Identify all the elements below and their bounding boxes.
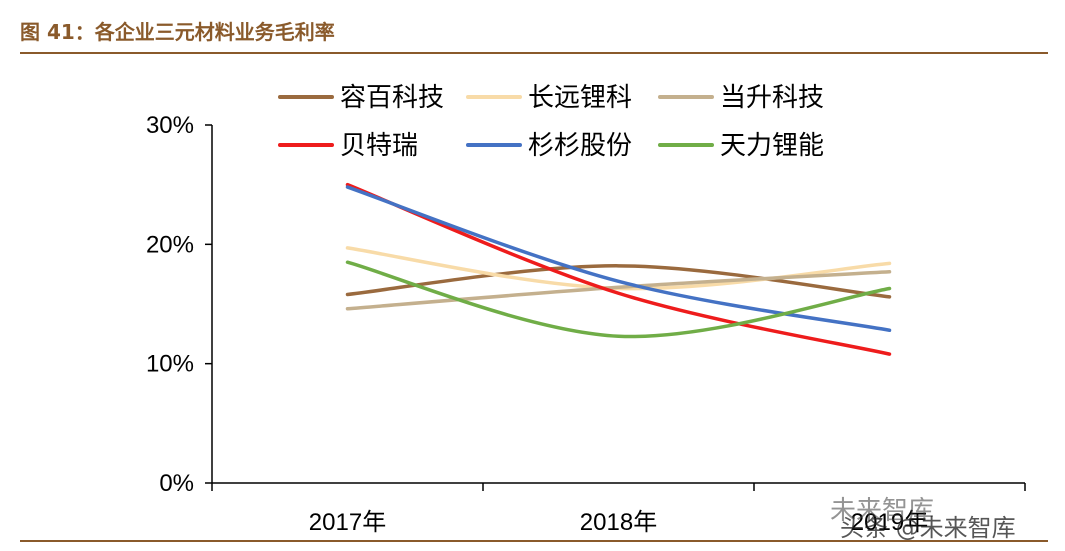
- bottom-divider: [20, 540, 1048, 542]
- legend-label: 当升科技: [720, 83, 824, 113]
- x-tick-label: 2018年: [580, 509, 657, 536]
- watermark-logo-text: 未来智库: [830, 496, 935, 526]
- title-divider: [20, 52, 1048, 54]
- series-line: [345, 270, 892, 311]
- y-tick-label: 20%: [146, 231, 194, 258]
- legend-label: 长远锂科: [528, 83, 632, 113]
- legend-label: 天力锂能: [720, 131, 824, 161]
- series-line: [345, 182, 892, 356]
- y-tick-label: 10%: [146, 351, 194, 378]
- chart-axes: 0% 10% 20% 30% 2017年 2018年 2019年: [146, 112, 1026, 536]
- y-tick-label: 0%: [159, 470, 194, 497]
- legend-label: 容百科技: [340, 83, 444, 113]
- x-tick-label: 2017年: [309, 509, 386, 536]
- figure-title: 图 41：各企业三元材料业务毛利率: [20, 20, 335, 44]
- series-lines: [345, 182, 892, 356]
- watermark-attribution: 头条 @未来智库: [840, 514, 1016, 542]
- series-line: [345, 185, 892, 333]
- series-line: [345, 260, 892, 339]
- y-tick-label: 30%: [146, 112, 194, 139]
- x-tick-label: 2019年: [851, 509, 928, 536]
- legend-label: 杉杉股份: [528, 131, 632, 161]
- legend-label: 贝特瑞: [340, 131, 418, 161]
